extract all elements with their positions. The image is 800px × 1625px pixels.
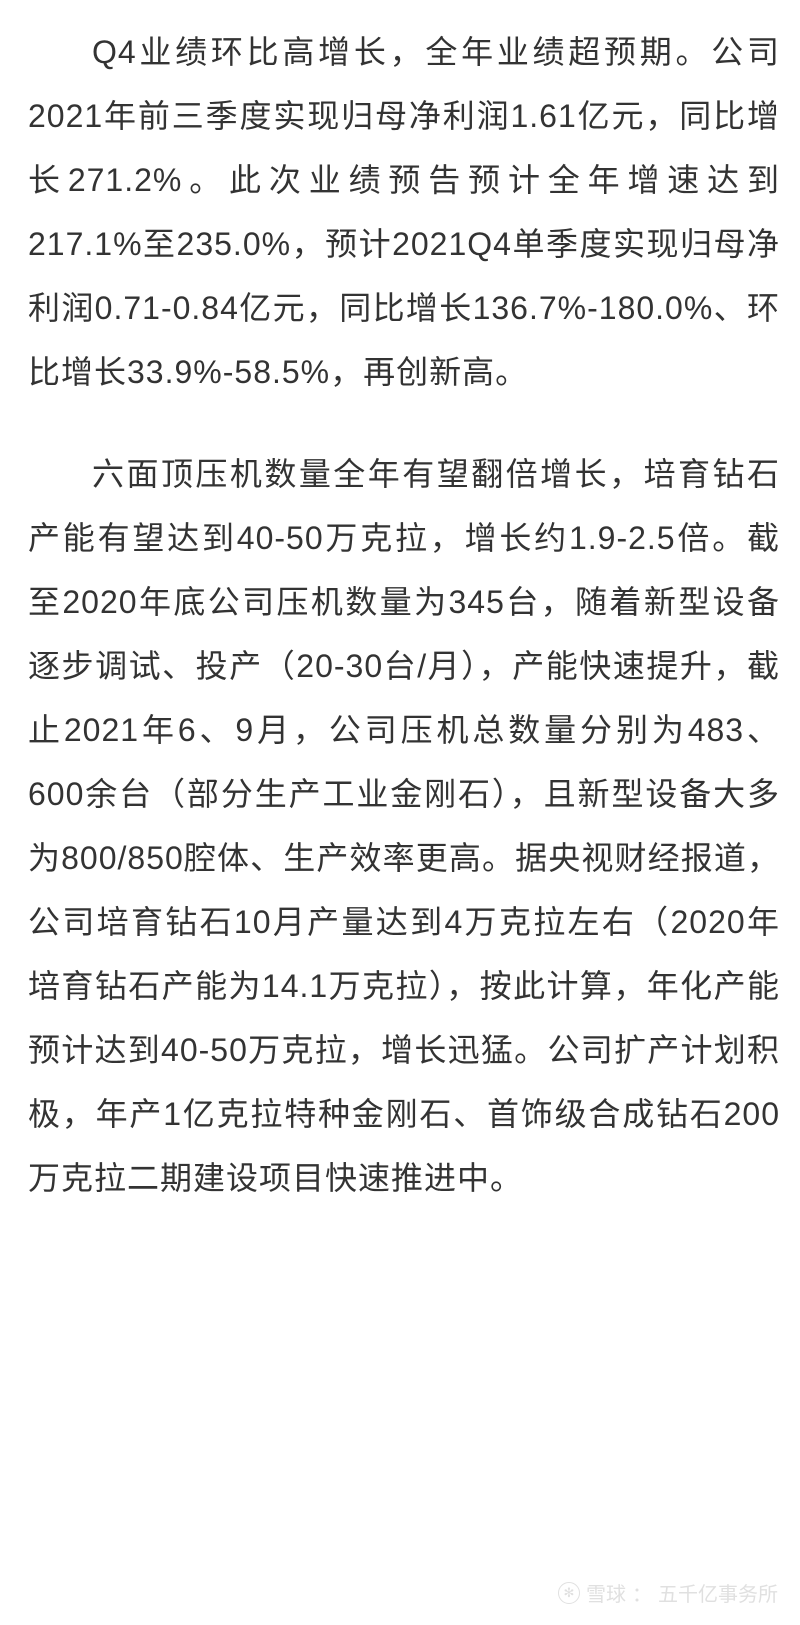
- watermark-separator: ：: [632, 1578, 652, 1607]
- snowball-icon: ✻: [558, 1582, 580, 1604]
- document-content: Q4业绩环比高增长，全年业绩超预期。公司2021年前三季度实现归母净利润1.61…: [0, 0, 800, 1268]
- paragraph-2: 六面顶压机数量全年有望翻倍增长，培育钻石产能有望达到40-50万克拉，增长约1.…: [28, 442, 780, 1210]
- watermark-author: 五千亿事务所: [658, 1578, 778, 1607]
- watermark: ✻ 雪球 ： 五千亿事务所: [558, 1578, 778, 1607]
- paragraph-1: Q4业绩环比高增长，全年业绩超预期。公司2021年前三季度实现归母净利润1.61…: [28, 20, 780, 404]
- watermark-platform: 雪球: [586, 1578, 626, 1607]
